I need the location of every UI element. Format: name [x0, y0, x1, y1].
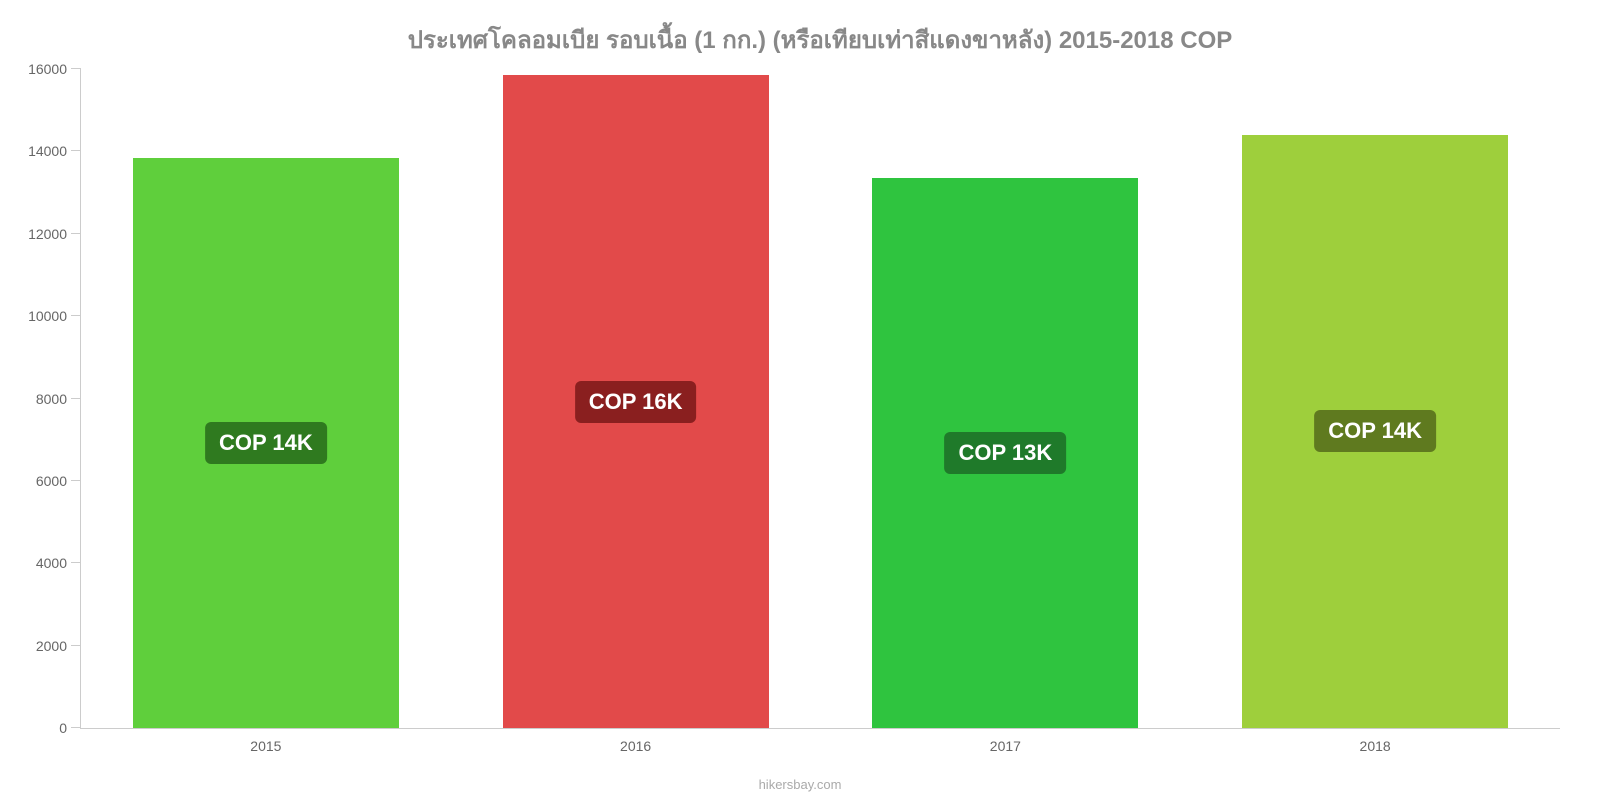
- x-tick-label: 2016: [620, 728, 651, 754]
- bar-value-label: COP 14K: [1314, 410, 1436, 452]
- bar: COP 16K: [503, 75, 769, 728]
- y-tick-label: 6000: [36, 473, 81, 489]
- y-tick-label: 16000: [28, 61, 81, 77]
- y-tick-label: 4000: [36, 555, 81, 571]
- y-tick-label: 0: [59, 720, 81, 736]
- x-tick-label: 2015: [250, 728, 281, 754]
- bar: COP 14K: [133, 158, 399, 728]
- y-tick-label: 2000: [36, 638, 81, 654]
- bar: COP 14K: [1242, 135, 1508, 728]
- chart-title: ประเทศโคลอมเบีย รอบเนื้อ (1 กก.) (หรือเท…: [80, 20, 1560, 59]
- x-tick-label: 2018: [1360, 728, 1391, 754]
- y-tick-label: 10000: [28, 308, 81, 324]
- y-tick-label: 8000: [36, 391, 81, 407]
- x-tick-label: 2017: [990, 728, 1021, 754]
- chart-container: ประเทศโคลอมเบีย รอบเนื้อ (1 กก.) (หรือเท…: [0, 0, 1600, 800]
- y-tick-label: 12000: [28, 226, 81, 242]
- bar-value-label: COP 13K: [944, 432, 1066, 474]
- chart-credit: hikersbay.com: [759, 777, 842, 792]
- bar: COP 13K: [872, 178, 1138, 728]
- bar-value-label: COP 14K: [205, 422, 327, 464]
- bar-value-label: COP 16K: [575, 381, 697, 423]
- y-tick-label: 14000: [28, 143, 81, 159]
- plot-area: 0200040006000800010000120001400016000COP…: [80, 69, 1560, 729]
